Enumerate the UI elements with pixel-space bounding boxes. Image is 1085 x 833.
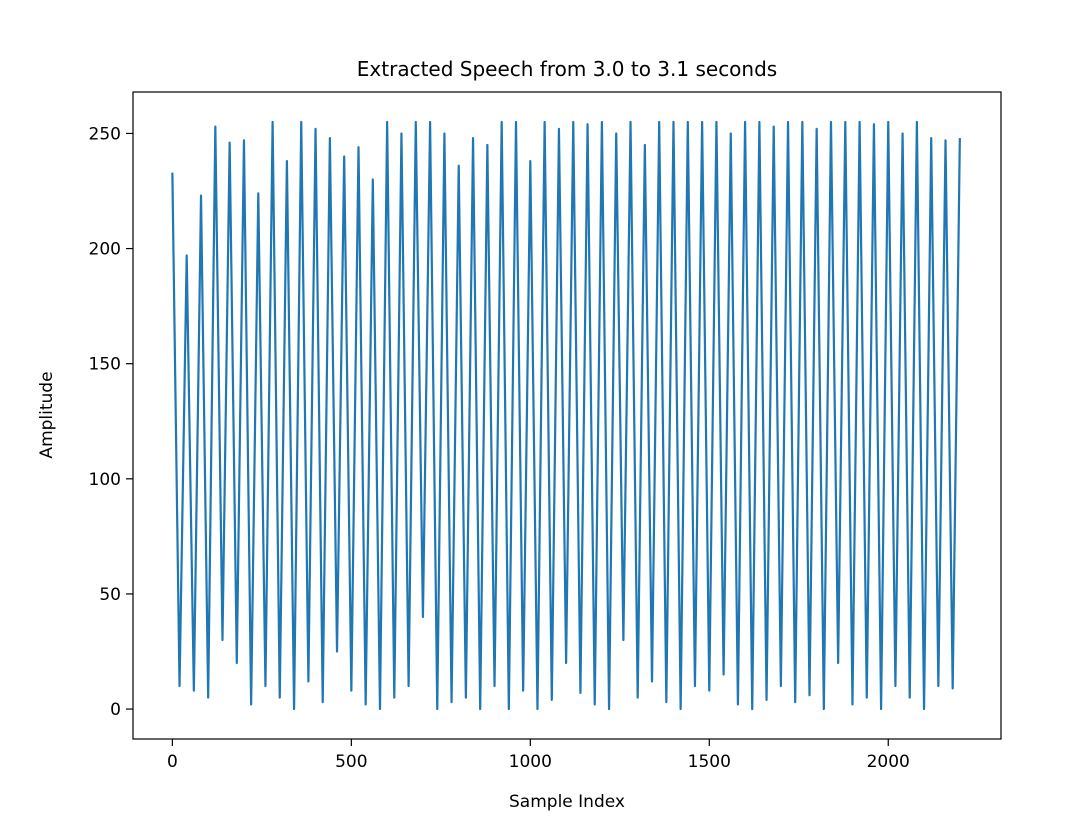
plot-frame xyxy=(132,91,1002,740)
x-axis-label: Sample Index xyxy=(509,792,625,812)
data-line xyxy=(171,120,961,711)
y-tick-label: 150 xyxy=(89,355,121,375)
y-tick-label: 250 xyxy=(89,124,121,144)
y-axis-label: Amplitude xyxy=(37,371,57,458)
x-tick-label: 1000 xyxy=(509,752,552,772)
y-tick-label: 0 xyxy=(110,700,121,720)
x-tick-label: 2000 xyxy=(867,752,910,772)
y-tick-label: 100 xyxy=(89,470,121,490)
x-tick-label: 1500 xyxy=(688,752,731,772)
x-tick-label: 0 xyxy=(167,752,178,772)
x-tick-label: 500 xyxy=(335,752,367,772)
y-tick-label: 50 xyxy=(99,585,121,605)
y-tick-label: 200 xyxy=(89,240,121,260)
chart-title: Extracted Speech from 3.0 to 3.1 seconds xyxy=(357,57,777,81)
